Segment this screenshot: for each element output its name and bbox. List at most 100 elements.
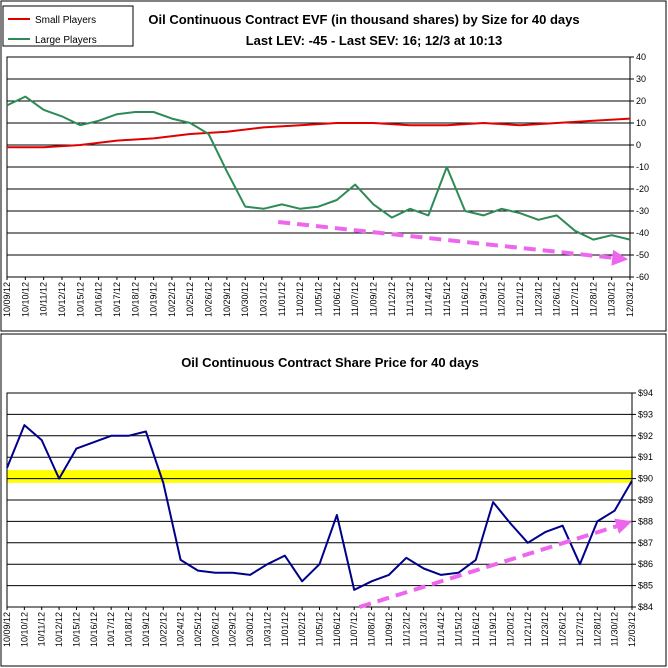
top-x-tick-label: 11/26/12 — [552, 282, 562, 316]
top-x-tick-label: 10/31/12 — [259, 282, 269, 317]
bottom-x-tick-label: 10/31/12 — [262, 612, 272, 647]
bottom-x-tick-label: 11/13/12 — [419, 612, 429, 646]
top-series-line-b — [6, 95, 631, 241]
top-y-tick-label: -20 — [636, 184, 649, 194]
top-chart-border — [0, 0, 667, 332]
bottom-x-tick-label: 11/15/12 — [453, 612, 463, 646]
bottom-x-tick-label: 10/16/12 — [89, 612, 99, 647]
top-x-tick-label: 10/15/12 — [75, 282, 85, 317]
top-x-tick-label: 11/15/12 — [442, 282, 452, 316]
top-x-tick-label: 11/02/12 — [295, 282, 305, 316]
top-x-tick-label: 11/14/12 — [423, 282, 433, 316]
top-y-tick-label: -50 — [636, 250, 649, 260]
bottom-x-tick-label: 11/20/12 — [505, 612, 515, 646]
legend-label-large-players: Large Players — [35, 35, 97, 46]
top-y-tick-label: 0 — [636, 140, 641, 150]
top-y-tick-label: 10 — [636, 118, 646, 128]
bottom-x-tick-label: 10/15/12 — [71, 612, 81, 647]
bottom-x-tick-label: 10/10/12 — [19, 612, 29, 647]
top-x-tick-label: 11/05/12 — [314, 282, 324, 316]
bottom-x-tick-label: 10/19/12 — [141, 612, 151, 647]
top-x-tick-label: 10/09/12 — [2, 282, 12, 317]
bottom-x-tick-label: 11/12/12 — [401, 612, 411, 646]
bottom-x-tick-label: 11/21/12 — [523, 612, 533, 646]
bottom-x-tick-label: 11/26/12 — [558, 612, 568, 646]
bottom-y-tick-label: $89 — [638, 495, 653, 505]
bottom-plot-area: $94 $93 $92 $91 $90 $89 $88 $87 $86 $85 $84 10/09/1… — [2, 388, 653, 647]
top-x-tick-label: 10/22/12 — [167, 282, 177, 317]
top-x-tick-label: 11/16/12 — [460, 282, 470, 316]
bottom-x-tick-label: 11/09/12 — [384, 612, 394, 646]
bottom-chart-title: Oil Continuous Contract Share Price for … — [181, 355, 479, 370]
top-x-tick-label: 11/27/12 — [570, 282, 580, 316]
top-y-tick-label: -10 — [636, 162, 649, 172]
bottom-x-tick-label: 10/11/12 — [37, 612, 47, 646]
top-trend-arrow-head — [611, 249, 629, 266]
bottom-y-tick-label: $92 — [638, 431, 653, 441]
top-x-tick-label: 11/21/12 — [515, 282, 525, 316]
bottom-y-tick-label: $86 — [638, 559, 653, 569]
top-x-tick-label: 10/11/12 — [39, 282, 49, 316]
bottom-x-tick-label: 11/30/12 — [610, 612, 620, 646]
top-series-line-a — [7, 117, 631, 149]
top-x-tick-label: 10/12/12 — [57, 282, 67, 317]
bottom-y-tick-label: $91 — [638, 452, 653, 462]
top-x-tick-label: 10/10/12 — [20, 282, 30, 317]
top-x-tick-label: 11/28/12 — [588, 282, 598, 316]
top-y-tick-label: 40 — [636, 52, 646, 62]
top-plot-area: 40 30 20 10 0 -10 -20 -30 -40 -50 -60 10/09/12 10/10… — [2, 52, 649, 317]
bottom-x-tick-label: 10/22/12 — [158, 612, 168, 647]
top-x-tick-label: 11/20/12 — [497, 282, 507, 316]
bottom-trend-arrow-head — [614, 518, 632, 534]
bottom-x-tick-label: 10/30/12 — [245, 612, 255, 647]
top-x-tick-label: 10/25/12 — [185, 282, 195, 317]
top-x-tick-label: 11/19/12 — [478, 282, 488, 316]
bottom-y-tick-label: $87 — [638, 538, 653, 548]
top-x-tick-label: 11/13/12 — [405, 282, 415, 316]
top-x-tick-label: 12/03/12 — [625, 282, 635, 317]
bottom-x-tick-label: 11/27/12 — [575, 612, 585, 646]
top-x-tick-label: 10/30/12 — [240, 282, 250, 317]
bottom-x-tick-label: 11/02/12 — [297, 612, 307, 646]
top-y-tick-label: -40 — [636, 228, 649, 238]
bottom-x-tick-label: 11/05/12 — [315, 612, 325, 646]
bottom-x-tick-label: 11/06/12 — [332, 612, 342, 646]
top-x-tick-label: 10/29/12 — [222, 282, 232, 317]
top-x-tick-label: 10/17/12 — [112, 282, 122, 317]
bottom-x-tick-label: 11/08/12 — [367, 612, 377, 646]
top-x-tick-label: 10/19/12 — [149, 282, 159, 317]
top-chart-subtitle: Last LEV: -45 - Last SEV: 16; 12/3 at 10… — [246, 33, 503, 48]
bottom-x-tick-label: 11/16/12 — [471, 612, 481, 646]
bottom-x-tick-label: 10/12/12 — [54, 612, 64, 647]
bottom-trend-arrow-line — [358, 524, 618, 609]
bottom-x-tick-label: 11/07/12 — [349, 612, 359, 646]
bottom-highlight-band — [7, 470, 632, 483]
bottom-x-tick-label: 11/23/12 — [540, 612, 550, 646]
bottom-y-tick-label: $90 — [638, 474, 653, 484]
bottom-x-tick-label: 10/29/12 — [228, 612, 238, 647]
bottom-y-tick-label: $84 — [638, 602, 653, 612]
bottom-x-tick-label: 10/17/12 — [106, 612, 116, 647]
top-x-tick-label: 11/07/12 — [350, 282, 360, 316]
top-x-tick-label: 10/26/12 — [204, 282, 214, 317]
top-x-tick-label: 10/18/12 — [130, 282, 140, 317]
bottom-y-tick-label: $88 — [638, 516, 653, 526]
top-y-tick-label: -30 — [636, 206, 649, 216]
top-x-tick-label: 11/30/12 — [607, 282, 617, 316]
bottom-y-tick-label: $85 — [638, 581, 653, 591]
top-x-tick-label: 11/06/12 — [332, 282, 342, 316]
top-y-tick-label: 30 — [636, 74, 646, 84]
bottom-x-tick-label: 11/14/12 — [436, 612, 446, 646]
bottom-y-tick-label: $94 — [638, 388, 653, 398]
top-x-tick-label: 11/09/12 — [368, 282, 378, 316]
top-x-tick-label: 11/01/12 — [277, 282, 287, 316]
legend-label-small-players: Small Players — [35, 15, 96, 26]
bottom-x-tick-label: 10/24/12 — [176, 612, 186, 647]
bottom-x-tick-label: 10/18/12 — [124, 612, 134, 647]
bottom-series-line-a — [6, 424, 633, 591]
top-x-tick-label: 10/16/12 — [94, 282, 104, 317]
bottom-x-tick-label: 12/03/12 — [627, 612, 637, 647]
top-y-tick-label: 20 — [636, 96, 646, 106]
top-x-tick-label: 11/12/12 — [387, 282, 397, 316]
